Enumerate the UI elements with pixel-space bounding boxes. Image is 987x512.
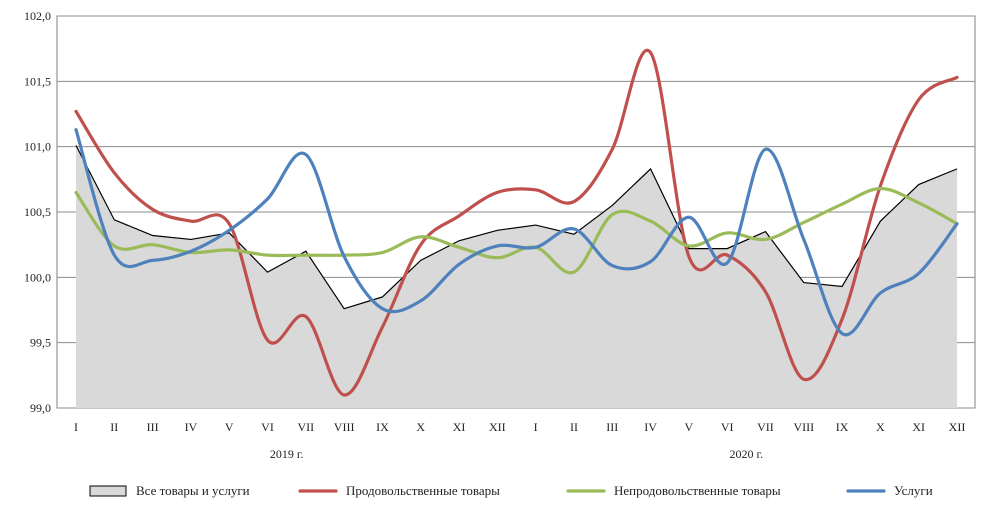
legend: Все товары и услуги Продовольственные тов… [89,483,933,498]
x-axis: I II III IV V VI VII VIII IX X XI XII I II III IV V VI VII… [74,420,965,434]
y-tick-label: 99,5 [30,336,51,350]
x-tick-label: XII [489,420,506,434]
x-tick-label: III [606,420,618,434]
series-line-nonfood [74,186,959,275]
x-tick-label: V [225,420,234,434]
y-axis: 99,0 99,5 100,0 100,5 101,0 101,5 102,0 [24,9,51,415]
y-tick-label: 99,0 [30,401,51,415]
legend-item-nonfood: Непродовольственные товары [566,483,781,498]
legend-label: Непродовольственные товары [614,483,781,498]
series-layer [74,48,959,409]
legend-label: Продовольственные товары [346,483,500,498]
x-tick-label: XI [453,420,466,434]
legend-label: Все товары и услуги [136,483,250,498]
legend-label: Услуги [894,483,933,498]
x-tick-label: III [147,420,159,434]
x-tick-label: II [110,420,118,434]
y-tick-label: 101,5 [24,74,51,88]
legend-item-all-goods: Все товары и услуги [89,483,250,498]
y-tick-label: 100,0 [24,270,51,284]
x-tick-label: IX [376,420,389,434]
x-tick-label: VIII [793,420,814,434]
x-tick-label: IV [185,420,198,434]
x-tick-label: VII [297,420,314,434]
x-tick-label: I [534,420,538,434]
legend-item-services: Услуги [846,483,933,498]
legend-item-food: Продовольственные товары [298,483,500,498]
x-tick-label: VII [757,420,774,434]
x-tick-label: X [416,420,425,434]
x-tick-label: XI [912,420,925,434]
year-label: 2020 г. [730,447,764,461]
x-tick-label: VI [721,420,734,434]
y-tick-label: 100,5 [24,205,51,219]
x-tick-label: VIII [334,420,355,434]
x-tick-label: I [74,420,78,434]
x-tick-label: VI [261,420,274,434]
x-tick-label: IX [836,420,849,434]
legend-swatch [89,485,127,497]
year-labels: 2019 г. 2020 г. [270,447,763,461]
x-tick-label: X [876,420,885,434]
year-label: 2019 г. [270,447,304,461]
x-tick-label: IV [644,420,657,434]
y-tick-label: 101,0 [24,140,51,154]
x-tick-label: XII [949,420,966,434]
series-line-services [74,128,959,337]
y-tick-label: 102,0 [24,9,51,23]
series-line-food [74,48,959,397]
series-area-fill [76,145,957,409]
x-tick-label: II [570,420,578,434]
x-tick-label: V [685,420,694,434]
